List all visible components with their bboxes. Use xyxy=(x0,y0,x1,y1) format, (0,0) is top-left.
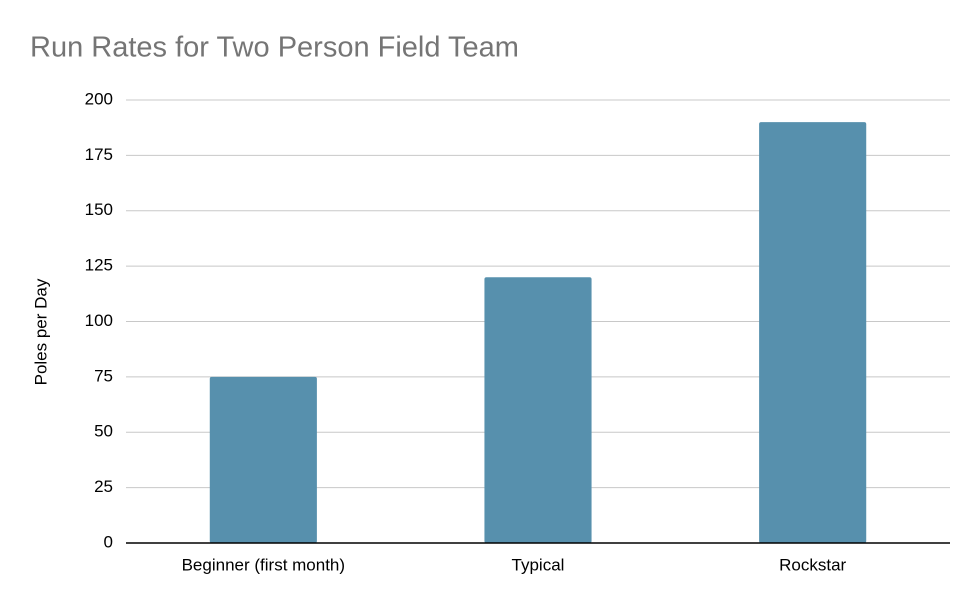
y-tick-label: 50 xyxy=(94,422,113,441)
y-tick-label: 100 xyxy=(85,311,113,330)
y-tick-label: 175 xyxy=(85,145,113,164)
y-axis-label: Poles per Day xyxy=(31,278,50,385)
bar xyxy=(484,277,592,543)
y-tick-label: 75 xyxy=(94,366,113,385)
y-tick-label: 200 xyxy=(85,89,113,108)
bar xyxy=(759,122,867,544)
y-tick-label: 25 xyxy=(94,477,113,496)
y-tick-label: 0 xyxy=(104,532,113,551)
bar xyxy=(209,376,317,543)
x-tick-label: Rockstar xyxy=(779,555,846,574)
chart-title: Run Rates for Two Person Field Team xyxy=(30,32,519,64)
x-tick-label: Beginner (first month) xyxy=(182,555,345,574)
y-tick-label: 125 xyxy=(85,256,113,275)
x-tick-label: Typical xyxy=(512,555,565,574)
y-tick-label: 150 xyxy=(85,200,113,219)
